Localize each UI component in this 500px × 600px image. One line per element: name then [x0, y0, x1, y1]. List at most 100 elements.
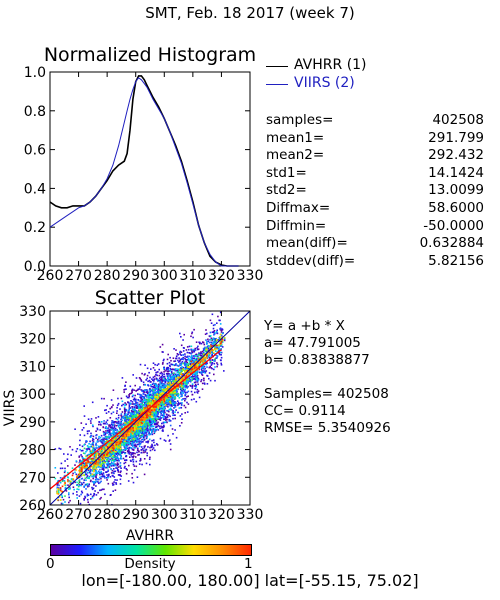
density-point — [69, 446, 71, 448]
density-point — [107, 460, 109, 462]
density-point — [93, 484, 95, 486]
density-point — [100, 452, 102, 454]
density-point — [202, 364, 205, 366]
density-point — [162, 411, 165, 414]
density-point — [157, 390, 160, 392]
density-point — [70, 478, 73, 481]
density-point — [132, 409, 135, 411]
density-point — [153, 392, 156, 395]
density-point — [105, 460, 107, 463]
density-point — [188, 352, 190, 354]
density-point — [213, 373, 215, 376]
density-point — [143, 402, 146, 404]
density-point — [143, 397, 145, 400]
density-point — [220, 362, 222, 365]
density-point — [215, 357, 217, 359]
density-point — [105, 471, 108, 473]
density-point — [123, 444, 125, 447]
density-point — [131, 408, 134, 411]
density-point — [112, 411, 115, 413]
density-point — [198, 363, 201, 366]
density-point — [93, 482, 95, 484]
density-point — [220, 351, 223, 354]
density-point — [141, 421, 144, 423]
density-point — [192, 355, 195, 357]
density-point — [60, 531, 62, 533]
density-point — [131, 401, 134, 403]
density-point — [192, 376, 195, 378]
density-point — [156, 392, 159, 394]
density-point — [163, 425, 165, 428]
density-point — [106, 438, 109, 441]
density-point — [88, 503, 91, 505]
density-point — [175, 376, 178, 378]
density-point — [191, 384, 194, 387]
density-point — [178, 407, 181, 409]
density-point — [173, 396, 175, 398]
histogram-ytick-label: 0.0 — [24, 259, 46, 275]
density-point — [180, 391, 183, 394]
density-point — [163, 439, 166, 441]
density-point — [211, 353, 213, 356]
density-point — [202, 365, 205, 368]
density-point — [144, 434, 146, 437]
density-point — [204, 370, 206, 373]
density-point — [170, 377, 172, 380]
density-point — [163, 406, 166, 408]
density-point — [112, 432, 114, 435]
density-point — [124, 459, 126, 461]
density-point — [131, 403, 134, 405]
density-point — [200, 351, 202, 353]
density-point — [115, 432, 117, 435]
density-point — [81, 477, 84, 480]
density-point — [174, 360, 177, 362]
density-point — [110, 432, 113, 435]
density-point — [91, 496, 94, 499]
density-point — [70, 481, 72, 484]
density-point — [134, 447, 136, 449]
density-point — [146, 389, 149, 391]
density-point — [80, 490, 83, 493]
density-point — [185, 358, 187, 361]
density-point — [198, 365, 200, 368]
density-point — [181, 390, 184, 393]
density-point — [207, 347, 210, 349]
density-point — [174, 402, 176, 404]
density-point — [129, 385, 132, 388]
density-point — [89, 457, 92, 460]
density-point — [194, 359, 196, 361]
density-point — [108, 458, 111, 460]
density-point — [126, 421, 129, 423]
density-point — [179, 415, 182, 417]
density-point — [134, 431, 137, 434]
density-point — [72, 486, 75, 488]
density-point — [105, 443, 108, 445]
histogram-series-viirs — [49, 77, 239, 267]
density-point — [163, 380, 165, 383]
density-point — [99, 498, 101, 500]
density-point — [106, 459, 108, 461]
density-point — [132, 461, 135, 463]
density-point — [186, 401, 188, 404]
density-point — [98, 445, 100, 448]
density-point — [157, 421, 159, 424]
density-point — [161, 374, 164, 377]
density-point — [208, 377, 210, 380]
density-point — [169, 419, 171, 421]
density-point — [149, 416, 151, 418]
density-point — [202, 347, 205, 350]
density-point — [133, 436, 136, 439]
density-point — [63, 477, 66, 479]
density-point — [180, 395, 182, 398]
density-point — [93, 481, 95, 483]
density-point — [163, 379, 166, 381]
density-point — [212, 327, 215, 330]
density-point — [67, 453, 69, 456]
density-point — [208, 345, 211, 347]
density-point — [142, 401, 145, 404]
density-point — [131, 395, 134, 398]
density-point — [88, 443, 90, 445]
density-point — [138, 410, 140, 413]
density-point — [157, 371, 159, 373]
density-point — [160, 386, 162, 389]
